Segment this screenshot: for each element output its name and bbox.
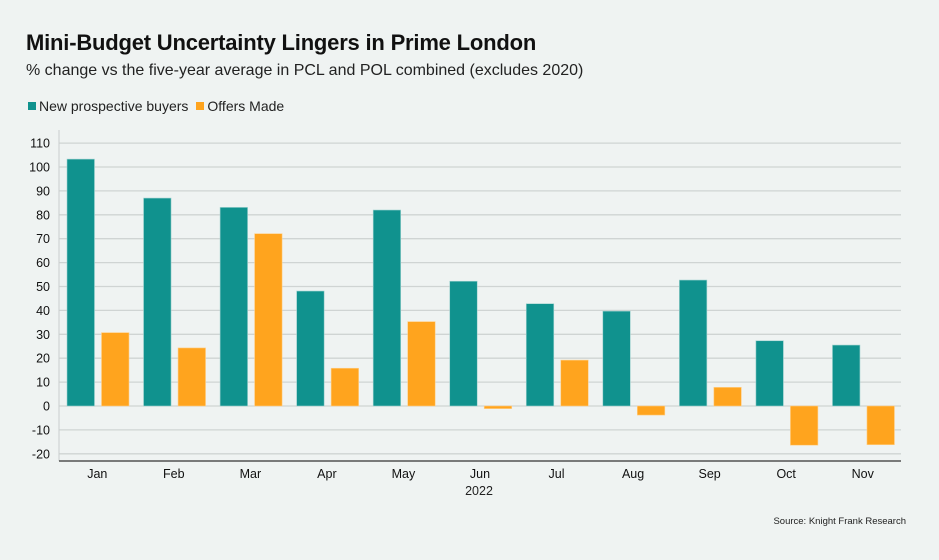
x-tick-label: Apr (317, 467, 336, 481)
bar-offers-made-feb (177, 347, 206, 407)
bar-new-prospective-buyers-jan (66, 158, 95, 407)
y-tick-label: 20 (36, 352, 50, 366)
bar-offers-made-mar (254, 233, 283, 407)
y-tick-label: 0 (43, 400, 50, 414)
axes (58, 130, 901, 462)
x-tick-label: Mar (240, 467, 262, 481)
legend-label: New prospective buyers (39, 98, 189, 114)
bar-offers-made-aug (637, 405, 666, 416)
legend-label: Offers Made (207, 98, 285, 114)
legend-swatch-teal (28, 102, 36, 110)
x-axis-labels: Jan Feb Mar Apr May Jun Jul Aug Sep Oct Nov (87, 467, 874, 481)
legend: New prospective buyers Offers Made (28, 98, 292, 114)
y-tick-label: 60 (36, 256, 50, 270)
gridlines (59, 142, 901, 455)
bar-new-prospective-buyers-sep (679, 279, 708, 407)
bar-offers-made-apr (330, 367, 359, 407)
source-note: Source: Knight Frank Research (773, 516, 906, 527)
bar-offers-made-jul (560, 359, 589, 407)
bar-offers-made-jun (483, 405, 513, 409)
y-tick-label: 110 (30, 137, 50, 151)
bar-offers-made-oct (790, 405, 819, 446)
bar-offers-made-may (407, 321, 436, 407)
bar-new-prospective-buyers-jul (525, 303, 555, 407)
y-tick-label: 30 (36, 328, 50, 342)
bar-new-prospective-buyers-mar (219, 207, 248, 407)
x-tick-label: Sep (699, 467, 721, 481)
x-tick-label: Feb (163, 467, 185, 481)
y-tick-label: 10 (36, 376, 50, 390)
bar-offers-made-nov (866, 405, 895, 446)
x-tick-label: Jan (87, 467, 107, 481)
legend-swatch-orange (196, 102, 205, 110)
bar-offers-made-sep (713, 387, 742, 407)
y-tick-label: 100 (29, 161, 50, 175)
y-tick-label: 80 (36, 208, 50, 222)
y-tick-label: 50 (36, 280, 50, 294)
x-tick-label: Oct (776, 467, 796, 481)
y-tick-label: 90 (36, 184, 50, 198)
bar-new-prospective-buyers-may (372, 209, 401, 407)
bar-new-prospective-buyers-jun (449, 280, 478, 407)
chart-subtitle: % change vs the five-year average in PCL… (26, 62, 584, 79)
y-tick-label: -20 (32, 447, 50, 461)
bar-new-prospective-buyers-nov (832, 344, 861, 407)
bar-new-prospective-buyers-oct (755, 340, 784, 407)
chart-title: Mini-Budget Uncertainty Lingers in Prime… (26, 30, 537, 55)
x-tick-label: Aug (622, 467, 644, 481)
x-axis-title: 2022 (465, 484, 493, 498)
legend-item-new-prospective-buyers: New prospective buyers (28, 98, 188, 114)
y-tick-label: 40 (36, 304, 50, 318)
bars (66, 158, 895, 446)
bar-new-prospective-buyers-aug (602, 310, 631, 407)
bar-new-prospective-buyers-apr (296, 290, 325, 407)
x-tick-label: Jun (470, 467, 490, 481)
y-tick-label: -10 (32, 423, 50, 437)
y-tick-label: 70 (36, 232, 50, 246)
bar-new-prospective-buyers-feb (143, 197, 172, 407)
y-axis-labels: -20 -10 0 10 20 30 40 50 60 70 80 90 100 110 (29, 137, 50, 462)
x-tick-label: Jul (549, 467, 565, 481)
legend-item-offers-made: Offers Made (196, 98, 284, 114)
bar-offers-made-jan (101, 332, 130, 407)
x-tick-label: May (392, 467, 416, 481)
x-tick-label: Nov (852, 467, 875, 481)
